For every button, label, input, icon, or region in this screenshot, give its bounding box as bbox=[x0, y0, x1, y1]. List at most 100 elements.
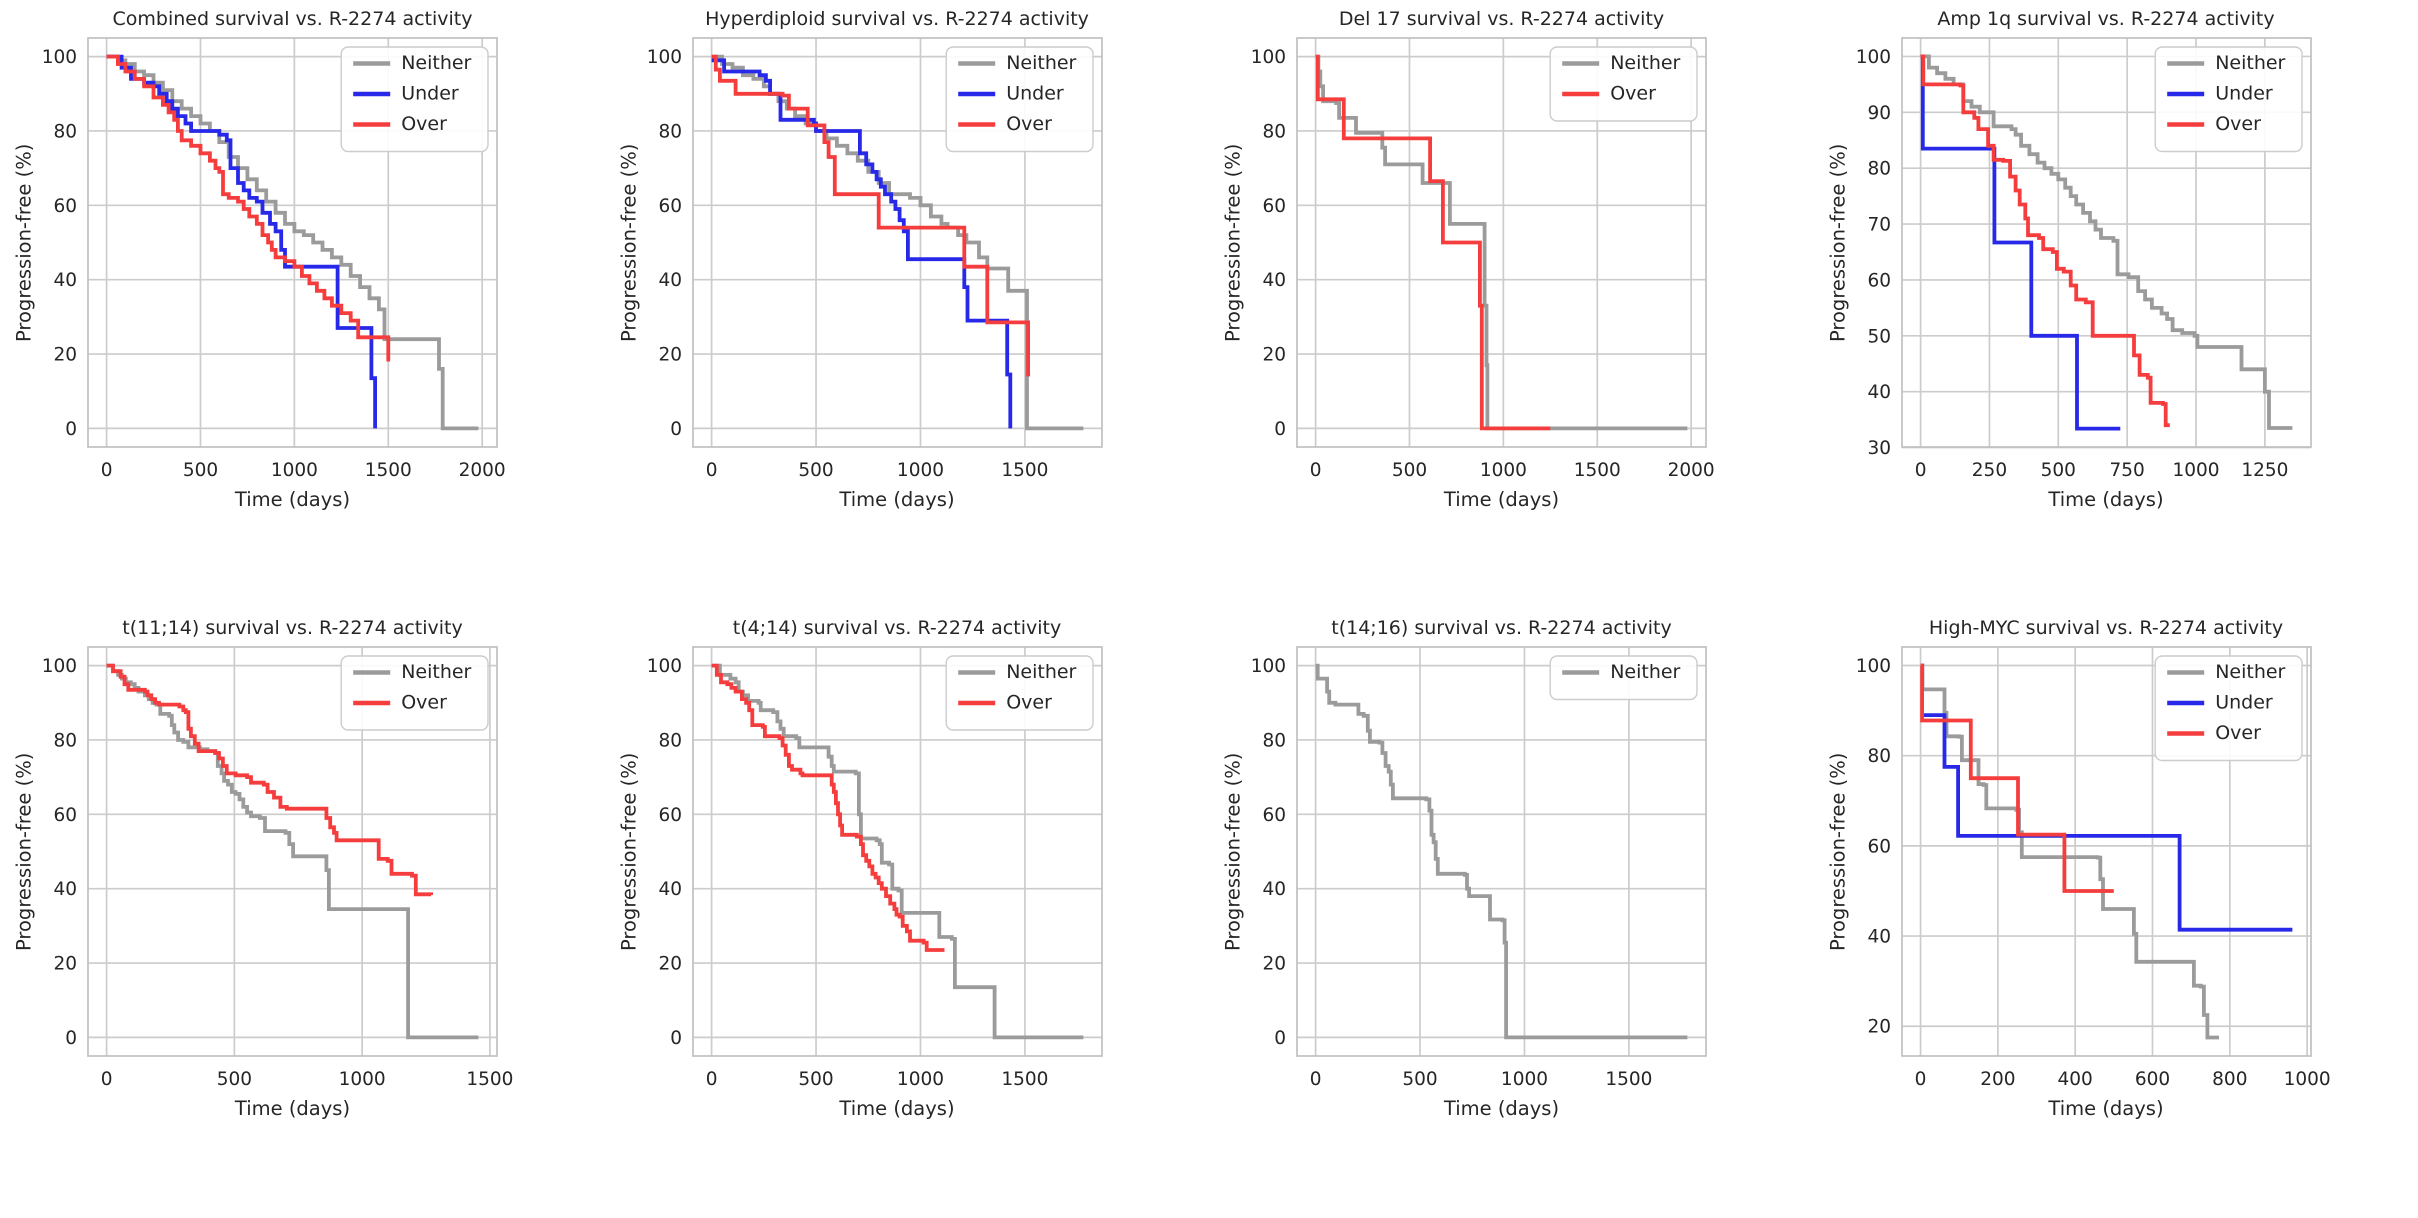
plot-title: Combined survival vs. R-2274 activity bbox=[112, 8, 473, 30]
legend: Neither Under Over bbox=[340, 46, 489, 153]
svg-text:0: 0 bbox=[101, 1069, 113, 1090]
legend-label-over: Over bbox=[2215, 113, 2261, 135]
subplot-combined: 0 500 1000 1500 2000 0 20 40 60 80 100 Neither Under… bbox=[0, 0, 605, 609]
svg-text:1000: 1000 bbox=[339, 1069, 386, 1090]
svg-text:20: 20 bbox=[1262, 954, 1286, 975]
svg-text:500: 500 bbox=[1402, 1069, 1437, 1090]
legend: Neither Under Over bbox=[2154, 46, 2303, 153]
x-tick-labels: 0 500 1000 1500 bbox=[101, 1069, 514, 1090]
y-tick-labels: 0 20 40 60 80 100 bbox=[1251, 47, 1286, 440]
svg-text:0: 0 bbox=[1310, 1069, 1322, 1090]
km-plot-amp1q: 0 250 500 750 1000 1250 30 40 50 60 70 80 90 100 Neith… bbox=[1855, 37, 2312, 481]
plot-title: t(14;16) survival vs. R-2274 activity bbox=[1331, 617, 1672, 639]
svg-text:40: 40 bbox=[1867, 927, 1891, 948]
axes-frame bbox=[691, 646, 1103, 1057]
svg-text:40: 40 bbox=[1262, 270, 1286, 291]
y-axis-label: Progression-free (%) bbox=[617, 143, 640, 342]
svg-text:100: 100 bbox=[1251, 656, 1286, 677]
legend: Neither Over bbox=[945, 655, 1094, 731]
plot-title: Del 17 survival vs. R-2274 activity bbox=[1338, 8, 1665, 30]
subplot-del17: 0 500 1000 1500 2000 0 20 40 60 80 100 Neither Over … bbox=[1209, 0, 1814, 609]
km-curve-neither bbox=[711, 54, 1083, 431]
svg-text:1250: 1250 bbox=[2241, 460, 2288, 481]
legend-label-neither: Neither bbox=[401, 52, 471, 74]
y-axis-label: Progression-free (%) bbox=[1826, 752, 1849, 951]
svg-text:60: 60 bbox=[53, 805, 77, 826]
svg-text:1500: 1500 bbox=[1574, 460, 1621, 481]
km-curve-over bbox=[711, 663, 944, 952]
km-curve-neither bbox=[1920, 54, 2292, 430]
svg-text:100: 100 bbox=[42, 656, 77, 677]
km-curve-under bbox=[1920, 54, 2120, 431]
svg-text:500: 500 bbox=[2040, 460, 2075, 481]
x-tick-labels: 0 500 1000 1500 bbox=[705, 1069, 1048, 1090]
km-curve-under bbox=[106, 54, 377, 429]
y-axis-label: Progression-free (%) bbox=[12, 143, 36, 342]
x-tick-labels: 0 500 1000 1500 bbox=[1310, 1069, 1653, 1090]
x-tick-labels: 0 200 400 600 800 1000 bbox=[1914, 1069, 2330, 1090]
plot-title: Amp 1q survival vs. R-2274 activity bbox=[1937, 8, 2275, 30]
legend-label-over: Over bbox=[2215, 722, 2261, 744]
legend-label-over: Over bbox=[401, 113, 447, 135]
y-tick-labels: 20 40 60 80 100 bbox=[1855, 656, 1890, 1038]
svg-text:60: 60 bbox=[1867, 270, 1891, 291]
y-tick-labels: 30 40 50 60 70 80 90 100 bbox=[1855, 47, 1890, 459]
legend-label-neither: Neither bbox=[1610, 661, 1680, 683]
km-plot-del17: 0 500 1000 1500 2000 0 20 40 60 80 100 Neither Over bbox=[1251, 37, 1715, 481]
km-curve-over bbox=[1920, 54, 2170, 428]
subplot-hyperdiploid: 0 500 1000 1500 0 20 40 60 80 100 Neither Under Over… bbox=[605, 0, 1210, 609]
km-plot-t11-14: 0 500 1000 1500 0 20 40 60 80 100 Neither Over bbox=[42, 646, 514, 1090]
svg-text:0: 0 bbox=[65, 419, 77, 440]
svg-text:0: 0 bbox=[1310, 460, 1322, 481]
svg-text:100: 100 bbox=[646, 47, 681, 68]
svg-text:1500: 1500 bbox=[1001, 460, 1048, 481]
plot-title: High-MYC survival vs. R-2274 activity bbox=[1928, 617, 2284, 639]
axes-frame bbox=[1296, 646, 1707, 1057]
svg-text:80: 80 bbox=[658, 121, 682, 142]
svg-text:400: 400 bbox=[2057, 1069, 2092, 1090]
km-plot-t14-16: 0 500 1000 1500 0 20 40 60 80 100 Neither bbox=[1251, 646, 1707, 1090]
svg-text:60: 60 bbox=[1262, 196, 1286, 217]
y-tick-labels: 0 20 40 60 80 100 bbox=[646, 656, 681, 1049]
y-tick-labels: 0 20 40 60 80 100 bbox=[42, 47, 77, 440]
legend-label-neither: Neither bbox=[1006, 52, 1076, 74]
svg-text:1000: 1000 bbox=[271, 460, 318, 481]
svg-text:20: 20 bbox=[658, 954, 682, 975]
svg-text:20: 20 bbox=[53, 954, 77, 975]
legend-label-neither: Neither bbox=[2215, 661, 2285, 683]
x-tick-labels: 0 250 500 750 1000 1250 bbox=[1914, 460, 2288, 481]
svg-text:50: 50 bbox=[1867, 326, 1891, 347]
svg-text:0: 0 bbox=[101, 460, 113, 481]
svg-text:40: 40 bbox=[658, 879, 682, 900]
x-axis-label: Time (days) bbox=[1443, 1097, 1560, 1120]
legend-label-neither: Neither bbox=[1610, 52, 1680, 74]
legend-label-over: Over bbox=[1006, 692, 1052, 714]
svg-text:2000: 2000 bbox=[459, 460, 506, 481]
svg-text:1000: 1000 bbox=[896, 1069, 943, 1090]
svg-text:90: 90 bbox=[1867, 103, 1891, 124]
svg-text:30: 30 bbox=[1867, 438, 1891, 459]
axes-frame bbox=[1296, 37, 1707, 448]
svg-text:0: 0 bbox=[1274, 419, 1286, 440]
km-curve-over bbox=[106, 54, 391, 362]
svg-text:20: 20 bbox=[53, 345, 77, 366]
svg-text:80: 80 bbox=[1867, 746, 1891, 767]
svg-text:600: 600 bbox=[2134, 1069, 2169, 1090]
legend-label-over: Over bbox=[1006, 113, 1052, 135]
svg-text:80: 80 bbox=[1262, 730, 1286, 751]
plot-title: t(4;14) survival vs. R-2274 activity bbox=[732, 617, 1062, 639]
legend: Neither Under Over bbox=[945, 46, 1094, 153]
svg-text:1500: 1500 bbox=[1605, 1069, 1652, 1090]
svg-text:0: 0 bbox=[1914, 460, 1926, 481]
svg-text:60: 60 bbox=[1867, 836, 1891, 857]
y-tick-labels: 0 20 40 60 80 100 bbox=[1251, 656, 1286, 1049]
x-axis-label: Time (days) bbox=[234, 488, 351, 511]
svg-text:0: 0 bbox=[670, 1028, 682, 1049]
legend: Neither Under Over bbox=[2154, 655, 2303, 762]
legend: Neither Over bbox=[1549, 46, 1698, 122]
y-tick-labels: 0 20 40 60 80 100 bbox=[646, 47, 681, 440]
svg-text:80: 80 bbox=[658, 730, 682, 751]
legend-label-under: Under bbox=[401, 83, 459, 105]
svg-text:60: 60 bbox=[658, 805, 682, 826]
x-tick-labels: 0 500 1000 1500 bbox=[705, 460, 1048, 481]
